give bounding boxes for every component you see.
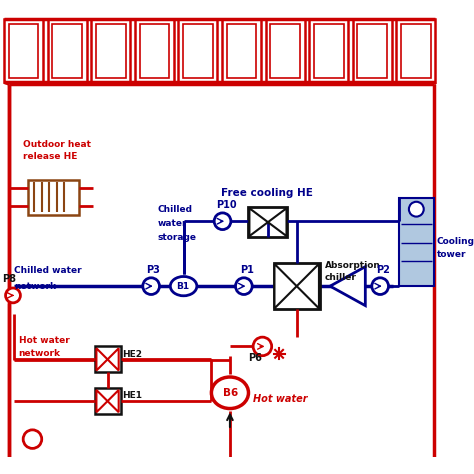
Text: storage: storage (158, 233, 197, 242)
Text: water: water (158, 219, 187, 228)
Bar (396, 19, 435, 82)
Text: HE2: HE2 (122, 350, 142, 359)
Bar (357, 24, 387, 78)
Bar (270, 24, 300, 78)
Bar (95, 346, 120, 373)
Text: Hot water: Hot water (18, 336, 69, 345)
Bar (28, 180, 79, 215)
Polygon shape (249, 208, 268, 236)
Text: P8: P8 (2, 274, 16, 284)
Text: network: network (14, 282, 56, 291)
Ellipse shape (170, 276, 197, 296)
Text: tower: tower (437, 250, 466, 259)
Text: Cooling: Cooling (437, 237, 474, 246)
Bar (314, 24, 344, 78)
Text: P10: P10 (216, 200, 237, 210)
Circle shape (253, 337, 272, 356)
Text: B6: B6 (222, 389, 238, 399)
Circle shape (236, 278, 252, 294)
Circle shape (143, 278, 159, 294)
Bar (139, 24, 169, 78)
Polygon shape (96, 348, 108, 371)
Polygon shape (330, 267, 365, 306)
Bar (227, 24, 256, 78)
Bar (179, 19, 218, 82)
Text: HE1: HE1 (122, 392, 142, 401)
Bar (248, 207, 287, 237)
Text: Absorption: Absorption (325, 261, 381, 270)
Bar (183, 24, 213, 78)
Text: P1: P1 (240, 265, 254, 275)
Circle shape (372, 278, 389, 294)
Text: Hot water: Hot water (253, 394, 308, 404)
Bar (4, 19, 43, 82)
Text: B1: B1 (176, 282, 189, 291)
Bar (309, 19, 348, 82)
Text: Chilled: Chilled (158, 205, 192, 214)
Polygon shape (108, 390, 118, 412)
Polygon shape (297, 264, 319, 309)
Bar (48, 19, 87, 82)
Text: P2: P2 (376, 265, 390, 275)
Circle shape (6, 288, 20, 303)
Ellipse shape (211, 377, 248, 409)
Bar (9, 24, 38, 78)
Bar (135, 19, 174, 82)
Text: Outdoor heat: Outdoor heat (23, 140, 91, 149)
Bar (95, 388, 120, 414)
Bar (273, 263, 320, 310)
Polygon shape (96, 390, 108, 412)
Text: P3: P3 (146, 265, 160, 275)
Circle shape (23, 430, 42, 448)
Bar (222, 19, 261, 82)
Text: Free cooling HE: Free cooling HE (221, 188, 312, 198)
Bar (96, 24, 126, 78)
Bar (401, 24, 431, 78)
Text: Chilled water: Chilled water (14, 266, 82, 275)
Circle shape (214, 213, 231, 229)
Polygon shape (268, 208, 286, 236)
Text: P6: P6 (248, 353, 263, 363)
Bar (265, 19, 305, 82)
Bar (91, 19, 130, 82)
Text: network: network (18, 349, 61, 358)
Bar (353, 19, 392, 82)
Polygon shape (108, 348, 118, 371)
Bar (53, 24, 82, 78)
Circle shape (409, 202, 424, 217)
Polygon shape (274, 264, 297, 309)
Bar (399, 198, 434, 286)
Text: chiller: chiller (325, 273, 356, 282)
Text: release HE: release HE (23, 152, 78, 161)
